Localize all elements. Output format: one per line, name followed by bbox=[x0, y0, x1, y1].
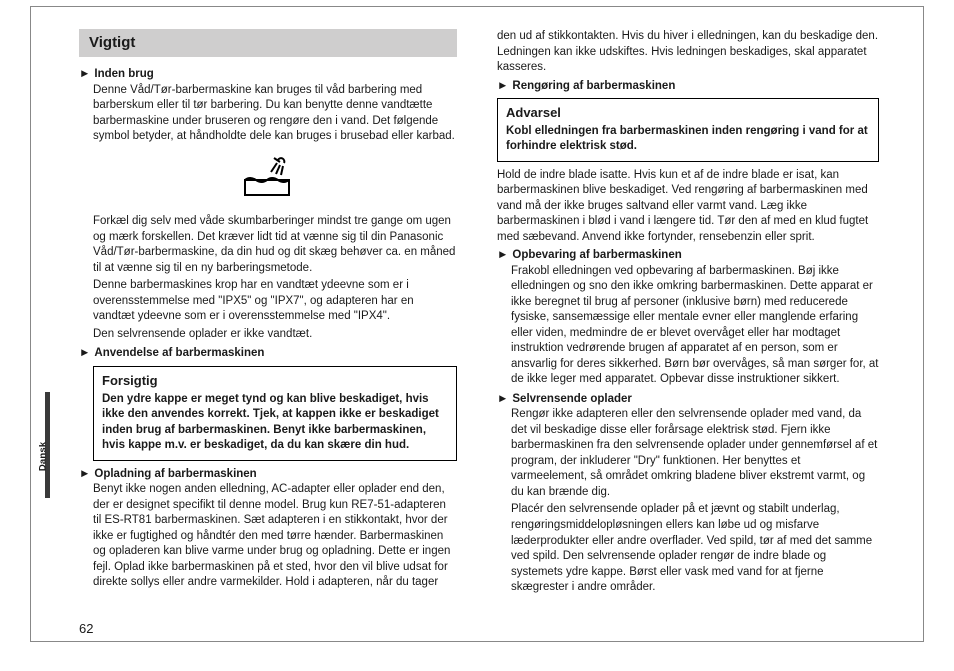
body-text: Benyt ikke nogen anden elledning, AC-ada… bbox=[93, 482, 457, 591]
section-heading: Vigtigt bbox=[79, 29, 457, 57]
section-charging: ► Opladning af barbermaskinen Benyt ikke… bbox=[79, 467, 457, 591]
continuation-text: den ud af stikkontakten. Hvis du hiver i… bbox=[497, 29, 879, 76]
left-column: Vigtigt ► Inden brug Denne Våd/Tør-barbe… bbox=[31, 29, 477, 624]
bullet-title: ► Opladning af barbermaskinen bbox=[79, 467, 457, 483]
language-label: Dansk bbox=[37, 442, 50, 472]
body-text: Denne Våd/Tør-barbermaskine kan bruges t… bbox=[93, 83, 457, 145]
title-text: Selvrensende oplader bbox=[512, 392, 632, 408]
body-text: Placér den selvrensende oplader på et jæ… bbox=[511, 502, 879, 595]
triangle-icon: ► bbox=[79, 467, 90, 483]
body-text: Den selvrensende oplader er ikke vandtæt… bbox=[93, 327, 457, 343]
title-text: Opladning af barbermaskinen bbox=[94, 467, 256, 483]
page-number: 62 bbox=[79, 620, 93, 638]
triangle-icon: ► bbox=[497, 392, 508, 408]
page-frame: Dansk Vigtigt ► Inden brug Denne Våd/Tør… bbox=[30, 6, 924, 642]
triangle-icon: ► bbox=[497, 248, 508, 264]
bullet-title: ► Anvendelse af barbermaskinen bbox=[79, 346, 457, 362]
section-cleaning: ► Rengøring af barbermaskinen bbox=[497, 79, 879, 95]
body-text: Frakobl elledningen ved opbevaring af ba… bbox=[511, 264, 879, 388]
wet-use-icon bbox=[79, 155, 457, 207]
bullet-title: ► Inden brug bbox=[79, 67, 457, 83]
right-column: den ud af stikkontakten. Hvis du hiver i… bbox=[477, 29, 923, 624]
caution-box: Forsigtig Den ydre kappe er meget tynd o… bbox=[93, 366, 457, 461]
section-before-use: ► Inden brug Denne Våd/Tør-barbermaskine… bbox=[79, 67, 457, 145]
section-use: ► Anvendelse af barbermaskinen bbox=[79, 346, 457, 362]
bullet-title: ► Rengøring af barbermaskinen bbox=[497, 79, 879, 95]
body-text: Forkæl dig selv med våde skumbarberinger… bbox=[93, 214, 457, 276]
warning-box: Advarsel Kobl elledningen fra barbermask… bbox=[497, 98, 879, 162]
triangle-icon: ► bbox=[497, 79, 508, 95]
bullet-title: ► Selvrensende oplader bbox=[497, 392, 879, 408]
box-title: Forsigtig bbox=[102, 372, 448, 390]
section-storage: ► Opbevaring af barbermaskinen Frakobl e… bbox=[497, 248, 879, 388]
box-title: Advarsel bbox=[506, 104, 870, 122]
body-text: Rengør ikke adapteren eller den selvrens… bbox=[511, 407, 879, 500]
box-body: Kobl elledningen fra barbermaskinen inde… bbox=[506, 124, 870, 155]
title-text: Anvendelse af barbermaskinen bbox=[94, 346, 264, 362]
body-text: Hold de indre blade isatte. Hvis kun et … bbox=[497, 168, 879, 246]
title-text: Inden brug bbox=[94, 67, 153, 83]
triangle-icon: ► bbox=[79, 346, 90, 362]
box-body: Den ydre kappe er meget tynd og kan bliv… bbox=[102, 392, 448, 454]
language-tab: Dansk bbox=[45, 392, 57, 512]
bullet-title: ► Opbevaring af barbermaskinen bbox=[497, 248, 879, 264]
body-text: Denne barbermaskines krop har en vandtæt… bbox=[93, 278, 457, 325]
section-selfclean: ► Selvrensende oplader Rengør ikke adapt… bbox=[497, 392, 879, 596]
title-text: Rengøring af barbermaskinen bbox=[512, 79, 675, 95]
triangle-icon: ► bbox=[79, 67, 90, 83]
content-columns: Vigtigt ► Inden brug Denne Våd/Tør-barbe… bbox=[31, 29, 923, 624]
title-text: Opbevaring af barbermaskinen bbox=[512, 248, 681, 264]
